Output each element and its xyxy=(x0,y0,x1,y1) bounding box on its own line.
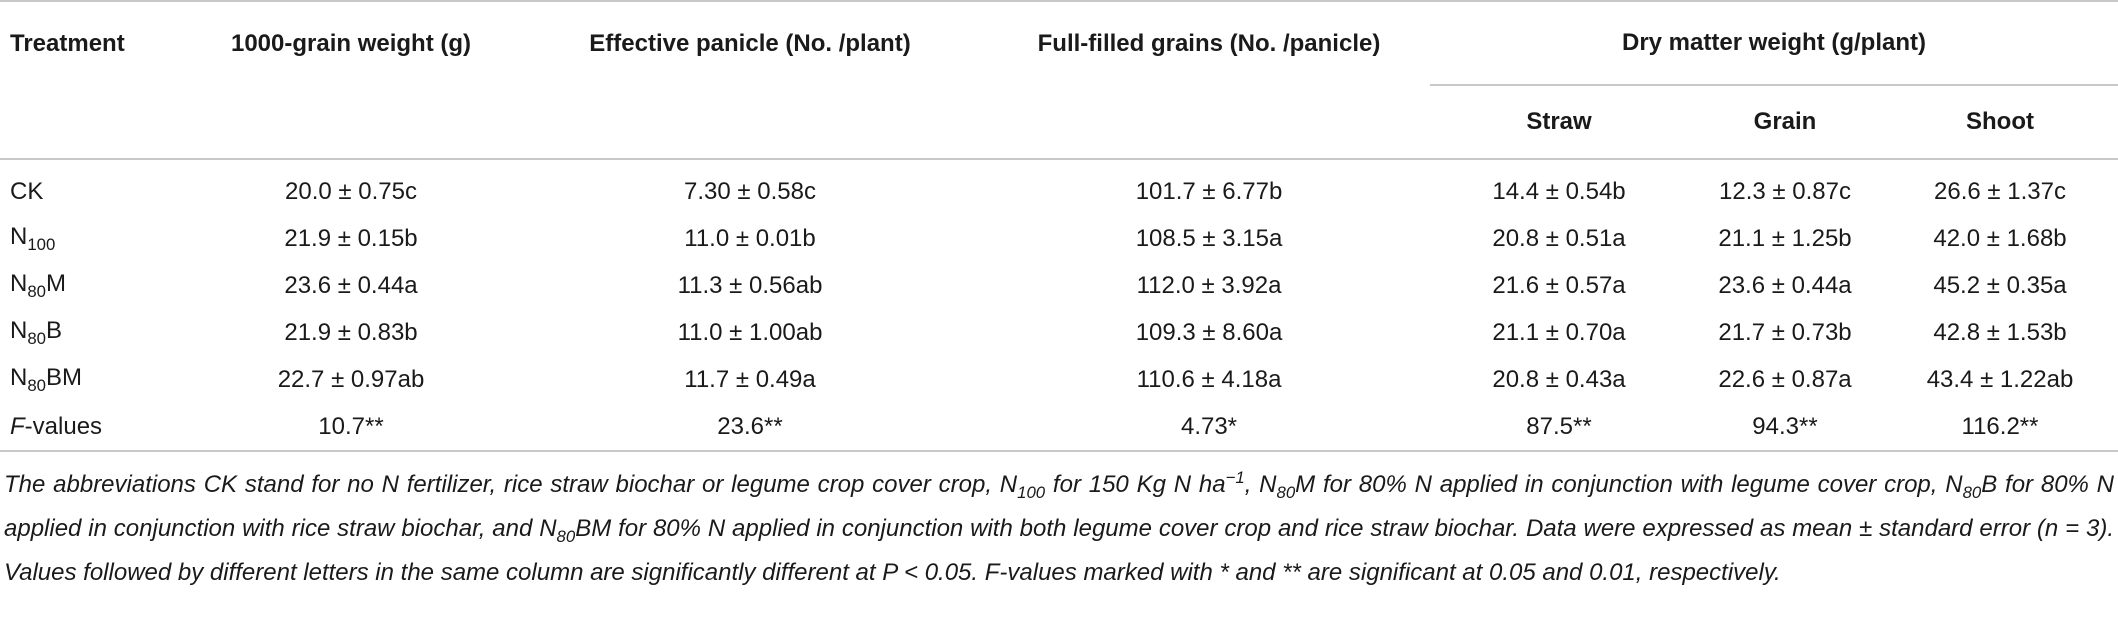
value-cell: 101.7 ± 6.77b xyxy=(1135,177,1283,205)
value-cell: 116.2** xyxy=(1961,412,2039,440)
subheader-cell: Straw xyxy=(1526,108,1592,135)
value-cell: 20.8 ± 0.43a xyxy=(1492,365,1626,393)
value-cell: 21.9 ± 0.83b xyxy=(284,318,418,346)
value-cell: 42.8 ± 1.53b xyxy=(1933,318,2067,346)
subheader-cell: Shoot xyxy=(1966,108,2034,135)
value-cell: 4.73* xyxy=(1180,412,1238,440)
value-cell: 22.7 ± 0.97ab xyxy=(277,365,425,393)
text-run: M for 80% N applied in conjunction with … xyxy=(1295,471,1963,498)
header-row: Treatment 1000-grain weight (g) Effectiv… xyxy=(0,1,2118,86)
subscript: 100 xyxy=(27,234,56,254)
subscript: 100 xyxy=(1017,482,1046,502)
header-cell: Treatment xyxy=(10,29,125,57)
treatment-cell: N80BM xyxy=(0,356,190,403)
value-cell: 21.9 ± 0.15b xyxy=(284,224,418,252)
subheader-row: Straw Grain Shoot xyxy=(0,85,2118,159)
value-cell: 11.0 ± 1.00ab xyxy=(677,318,823,346)
table-row: F-values 10.7** 23.6** 4.73* 87.5** 94.3** 116… xyxy=(0,403,2118,451)
text-run: B xyxy=(46,316,63,344)
table-row: N80B 21.9 ± 0.83b 11.0 ± 1.00ab 109.3 ± 8.6… xyxy=(0,309,2118,356)
subheader-cell: Grain xyxy=(1753,108,1817,135)
value-cell: 14.4 ± 0.54b xyxy=(1492,177,1626,205)
treatment-cell: F-values xyxy=(0,403,190,451)
text-run: BM for 80% N applied in conjunction with… xyxy=(4,514,2115,586)
value-cell: 108.5 ± 3.15a xyxy=(1135,224,1283,252)
table-row: CK 20.0 ± 0.75c 7.30 ± 0.58c 101.7 ± 6.77b 1… xyxy=(0,159,2118,215)
value-cell: 21.7 ± 0.73b xyxy=(1718,318,1852,346)
value-cell: 11.7 ± 0.49a xyxy=(684,365,816,393)
table-row: N100 21.9 ± 0.15b 11.0 ± 0.01b 108.5 ± 3.15… xyxy=(0,215,2118,262)
subscript: 80 xyxy=(27,328,47,348)
header-cell: Effective panicle (No. /plant) xyxy=(589,29,911,57)
value-cell: 21.6 ± 0.57a xyxy=(1492,271,1626,299)
text-run: CK xyxy=(10,177,44,205)
value-cell: 45.2 ± 0.35a xyxy=(1933,271,2067,299)
subscript: 80 xyxy=(27,375,47,395)
value-cell: 11.0 ± 0.01b xyxy=(684,224,816,252)
treatment-cell: CK xyxy=(0,159,190,215)
value-cell: 23.6 ± 0.44a xyxy=(284,271,418,299)
text-run: N xyxy=(10,222,28,250)
value-cell: 7.30 ± 0.58c xyxy=(684,177,816,205)
header-cell: Dry matter weight (g/plant) xyxy=(1430,1,2118,86)
value-cell: 42.0 ± 1.68b xyxy=(1933,224,2067,252)
header-cell: 1000-grain weight (g) xyxy=(230,29,472,57)
header-cell: Full-filled grains (No. /panicle) xyxy=(1037,29,1381,57)
table-row: N80BM 22.7 ± 0.97ab 11.7 ± 0.49a 110.6 ± 4.… xyxy=(0,356,2118,403)
value-cell: 23.6** xyxy=(717,412,783,440)
text-run: , N xyxy=(1244,471,1277,498)
subscript: 80 xyxy=(556,526,576,546)
treatment-cell: N80M xyxy=(0,262,190,309)
footnote: The abbreviations CK stand for no N fert… xyxy=(0,452,2118,591)
subscript: 80 xyxy=(1962,482,1982,502)
value-cell: 26.6 ± 1.37c xyxy=(1934,177,2066,205)
italic-run: F xyxy=(10,412,25,440)
text-run: N xyxy=(10,269,28,297)
value-cell: 12.3 ± 0.87c xyxy=(1719,177,1851,205)
value-cell: 112.0 ± 3.92a xyxy=(1136,271,1282,299)
value-cell: 21.1 ± 0.70a xyxy=(1492,318,1626,346)
value-cell: 20.0 ± 0.75c xyxy=(285,177,417,205)
value-cell: 22.6 ± 0.87a xyxy=(1718,365,1852,393)
treatment-cell: N80B xyxy=(0,309,190,356)
subscript: 80 xyxy=(27,281,47,301)
text-run: BM xyxy=(46,363,83,391)
text-run: N xyxy=(10,363,28,391)
value-cell: 109.3 ± 8.60a xyxy=(1135,318,1283,346)
text-run: N xyxy=(10,316,28,344)
value-cell: 94.3** xyxy=(1752,412,1818,440)
value-cell: 20.8 ± 0.51a xyxy=(1492,224,1626,252)
results-table: Treatment 1000-grain weight (g) Effectiv… xyxy=(0,0,2118,452)
value-cell: 110.6 ± 4.18a xyxy=(1136,365,1282,393)
table-row: N80M 23.6 ± 0.44a 11.3 ± 0.56ab 112.0 ± 3.9… xyxy=(0,262,2118,309)
value-cell: 21.1 ± 1.25b xyxy=(1718,224,1852,252)
value-cell: 23.6 ± 0.44a xyxy=(1718,271,1852,299)
value-cell: 11.3 ± 0.56ab xyxy=(677,271,823,299)
superscript: −1 xyxy=(1225,468,1245,487)
text-run: for 150 Kg N ha xyxy=(1045,471,1226,498)
text-run: M xyxy=(46,269,67,297)
treatment-cell: N100 xyxy=(0,215,190,262)
value-cell: 43.4 ± 1.22ab xyxy=(1926,365,2074,393)
subscript: 80 xyxy=(1276,482,1296,502)
text-run: -values xyxy=(24,412,103,440)
value-cell: 10.7** xyxy=(318,412,384,440)
text-run: B for 80% N applied in conjunction with … xyxy=(4,471,2115,542)
text-run: The abbreviations CK stand for no N fert… xyxy=(4,471,1018,498)
value-cell: 87.5** xyxy=(1526,412,1592,440)
